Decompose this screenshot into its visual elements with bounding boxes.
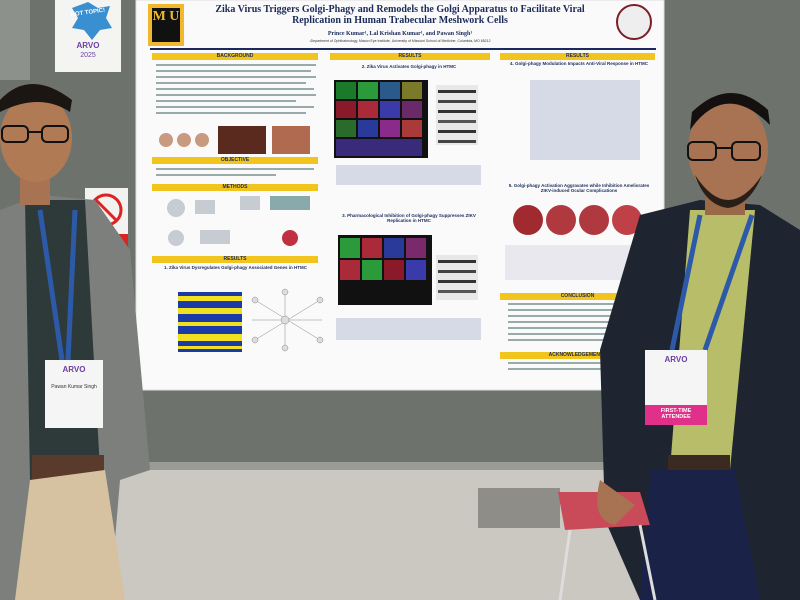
fundus-images (513, 205, 642, 235)
section-heading: CONCLUSION (500, 293, 655, 300)
right-badge-ribbon-text: FIRST-TIME ATTENDEE (660, 408, 692, 421)
network (251, 288, 324, 352)
right-lanyard (669, 214, 755, 351)
right-badge-event: ARVO (664, 355, 688, 364)
eye-photos (159, 126, 310, 154)
panel-title: 1. Zika Virus Dysregulates Golgi-phagy A… (163, 265, 308, 270)
seal (616, 4, 652, 40)
floor-plate (478, 488, 560, 528)
panel-title: 5. Golgi-phagy Activation Aggravates whi… (508, 183, 650, 193)
right-hand (597, 480, 635, 525)
left-hair (0, 84, 72, 112)
panel-title: 2. Zika Virus Activates Golgi-phagy in H… (361, 64, 457, 69)
left-lanyard (37, 209, 78, 361)
panel-edge (0, 0, 30, 80)
chair-legs (558, 524, 657, 600)
panel-title: 4. Golgi-phagy Modulation Impacts Anti-V… (509, 61, 648, 66)
sign-year: 2025 (80, 52, 96, 59)
left-badge-event: ARVO (62, 365, 86, 374)
right-glasses (687, 141, 761, 161)
left-pants (15, 470, 125, 600)
methods-diagram (167, 196, 310, 246)
no-photo-slash (94, 198, 118, 222)
left-badge-name: Pawan Kumar Singh (51, 384, 97, 390)
left-face (0, 94, 72, 182)
baseboard (0, 462, 800, 470)
left-badge (45, 360, 103, 428)
text-lines (156, 64, 653, 370)
right-beard (695, 175, 762, 208)
section-heading: BACKGROUND (152, 53, 318, 60)
starburst (72, 2, 112, 40)
poster-affiliation: ¹Department of Ophthalmology, Mason Eye … (309, 39, 491, 43)
heatmap (178, 292, 242, 352)
section-heading: OBJECTIVE (152, 157, 318, 164)
right-pants (640, 470, 760, 600)
microscopy-3 (338, 235, 432, 305)
section-heading: ACKNOWLEDGEMENTS (500, 352, 655, 359)
section-heading: RESULTS (500, 53, 655, 60)
sign-event: ARVO (76, 41, 100, 50)
blots (436, 85, 478, 300)
mu-logo-text: M U (152, 9, 180, 24)
rule (150, 48, 656, 50)
panel-title: 3. Pharmacological Inhibition of Golgi-p… (342, 213, 476, 223)
poster-authors: Prince Kumar¹, Lal Krishan Kumar¹, and P… (327, 31, 473, 37)
poster-title: Zika Virus Triggers Golgi-Phagy and Remo… (215, 4, 585, 26)
mu-logo-inner (152, 8, 180, 42)
small-charts (336, 80, 640, 340)
section-heading: RESULTS (330, 53, 490, 60)
section-heading: RESULTS (152, 256, 318, 263)
left-glasses (1, 125, 69, 143)
microscopy-2 (334, 80, 428, 158)
right-face (688, 100, 768, 200)
right-hair (690, 92, 770, 130)
section-heading: METHODS (152, 184, 318, 191)
right-badge-ribbon (645, 405, 707, 425)
